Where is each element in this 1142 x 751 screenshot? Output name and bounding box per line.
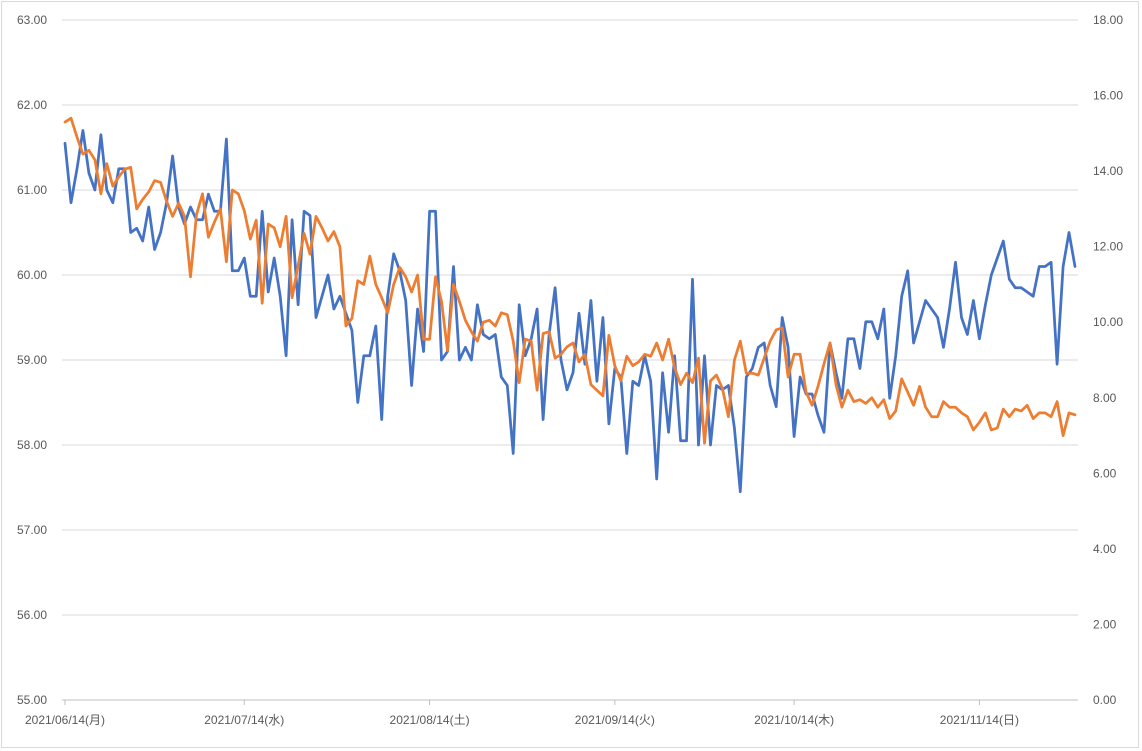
- x-tick-label: 2021/10/14(木): [754, 713, 834, 727]
- y-right-tick-label: 4.00: [1093, 542, 1117, 556]
- y-right-tick-label: 14.00: [1093, 164, 1123, 178]
- y-left-tick-label: 58.00: [17, 438, 47, 452]
- y-right-tick-label: 8.00: [1093, 391, 1117, 405]
- y-right-tick-label: 18.00: [1093, 13, 1123, 27]
- blue-series-line: [63, 129, 1077, 494]
- gridlines: [62, 19, 1078, 616]
- series-lines: [63, 116, 1077, 494]
- y-axis-right-ticks: 0.00 2.00 4.00 6.00 8.00 10.00 12.00 14.00 16.00…: [1093, 13, 1123, 707]
- y-right-tick-label: 6.00: [1093, 466, 1117, 480]
- y-left-tick-label: 62.00: [17, 98, 47, 112]
- x-tick-label: 2021/08/14(土): [390, 713, 470, 727]
- y-right-tick-label: 12.00: [1093, 240, 1123, 254]
- orange-series-line: [63, 116, 1077, 445]
- y-right-tick-label: 10.00: [1093, 315, 1123, 329]
- y-left-tick-label: 56.00: [17, 608, 47, 622]
- y-left-tick-label: 57.00: [17, 523, 47, 537]
- y-right-tick-label: 2.00: [1093, 617, 1117, 631]
- y-axis-left-ticks: 55.00 56.00 57.00 58.00 59.00 60.00 61.00 62.00…: [17, 13, 47, 707]
- x-axis-ticks: 2021/06/14(月) 2021/07/14(水) 2021/08/14(土) 2…: [25, 700, 1019, 727]
- y-left-tick-label: 59.00: [17, 353, 47, 367]
- x-tick-label: 2021/07/14(水): [204, 713, 284, 727]
- y-left-tick-label: 55.00: [17, 693, 47, 707]
- y-right-tick-label: 16.00: [1093, 89, 1123, 103]
- y-left-tick-label: 60.00: [17, 268, 47, 282]
- y-left-tick-label: 61.00: [17, 183, 47, 197]
- x-tick-label: 2021/11/14(日): [940, 713, 1019, 727]
- y-left-tick-label: 63.00: [17, 13, 47, 27]
- x-tick-label: 2021/06/14(月): [25, 713, 105, 727]
- x-tick-label: 2021/09/14(火): [575, 713, 655, 727]
- y-right-tick-label: 0.00: [1093, 693, 1117, 707]
